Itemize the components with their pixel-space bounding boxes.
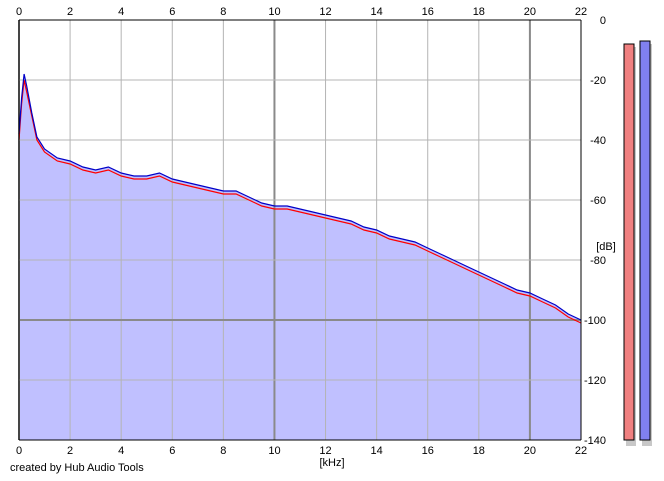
y-tick-label-40: -40 [590, 135, 606, 147]
y-tick-label-80: -80 [590, 255, 606, 267]
x-tick-label-top-18: 18 [473, 6, 485, 18]
x-tick-label-top-2: 2 [67, 6, 73, 18]
y-tick-label-20: -20 [590, 75, 606, 87]
x-tick-label-bottom-2: 2 [67, 445, 73, 457]
spectrum-fill [19, 74, 581, 440]
x-tick-label-bottom-22: 22 [575, 445, 587, 457]
x-tick-label-top-20: 20 [524, 6, 536, 18]
x-axis-label: [kHz] [319, 457, 344, 469]
x-tick-label-top-6: 6 [169, 6, 175, 18]
meter-bar-right [639, 40, 651, 441]
x-tick-label-top-12: 12 [319, 6, 331, 18]
x-tick-label-bottom-8: 8 [220, 445, 226, 457]
x-tick-label-bottom-0: 0 [16, 445, 22, 457]
right-channel-line [18, 73, 582, 321]
x-tick-label-top-16: 16 [422, 6, 434, 18]
y-tick-label-100: -100 [584, 315, 606, 327]
x-tick-label-bottom-20: 20 [524, 445, 536, 457]
spectrum-lines [18, 73, 582, 324]
meter-bar-left [623, 43, 635, 441]
x-tick-label-bottom-16: 16 [422, 445, 434, 457]
x-tick-label-bottom-6: 6 [169, 445, 175, 457]
x-tick-label-top-14: 14 [371, 6, 383, 18]
y-tick-label-60: -60 [590, 195, 606, 207]
x-tick-label-bottom-10: 10 [268, 445, 280, 457]
x-tick-label-top-10: 10 [268, 6, 280, 18]
x-tick-label-top-4: 4 [118, 6, 124, 18]
left-channel-line [18, 79, 582, 324]
level-meters [623, 40, 652, 446]
x-tick-label-top-0: 0 [16, 6, 22, 18]
spectrum-fill-area [19, 74, 581, 440]
y-tick-label-120: -120 [584, 375, 606, 387]
tick-labels: 002244668810101212141416161818202022220-… [16, 6, 606, 457]
x-tick-label-top-22: 22 [575, 6, 587, 18]
y-tick-label-140: -140 [584, 435, 606, 447]
y-axis-label: [dB] [596, 241, 616, 253]
x-tick-label-bottom-18: 18 [473, 445, 485, 457]
credit-text: created by Hub Audio Tools [10, 462, 144, 474]
x-tick-label-bottom-12: 12 [319, 445, 331, 457]
x-tick-label-bottom-4: 4 [118, 445, 124, 457]
axes [18, 19, 582, 441]
x-tick-label-top-8: 8 [220, 6, 226, 18]
y-tick-label-0: 0 [600, 15, 606, 27]
x-tick-label-bottom-14: 14 [371, 445, 383, 457]
